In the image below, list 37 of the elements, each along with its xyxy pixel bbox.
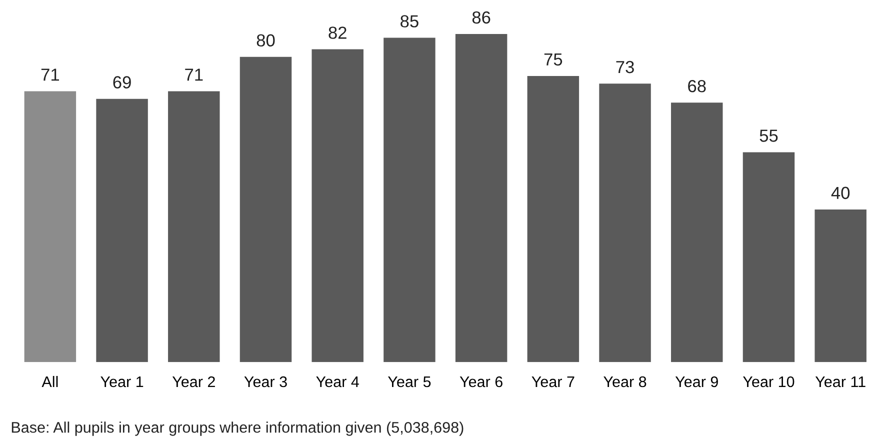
text: Base: All pupils in year groups where information given (5,038,698) [12,422,464,436]
data-label: 69 [113,76,131,88]
x-tick-label: Year 7 [532,376,574,388]
data-label: 82 [328,26,346,39]
data-label: 86 [472,11,490,24]
x-tick-label: All [42,376,58,388]
x-tick-label: Year 1 [100,376,144,388]
bar [455,34,508,362]
x-tick-label: Year 9 [675,376,718,388]
data-label: 71 [185,68,203,81]
bar [599,84,651,362]
bar [814,209,866,362]
x-tick-label: Year 5 [388,376,431,388]
bar [24,91,76,362]
data-label: 68 [688,80,706,92]
x-tick-label: Year 8 [604,376,646,388]
data-label: 85 [400,15,418,28]
x-tick-label: Year 2 [172,376,215,388]
data-label: 71 [41,68,59,81]
x-tick-label: Year 3 [244,376,287,388]
x-tick-label: Year 4 [316,376,359,388]
bar [312,49,364,362]
bar [96,98,148,362]
x-tick-label: Year 11 [815,376,866,388]
x-tick-label: Year 10 [743,376,794,388]
bar [671,102,723,362]
bar [384,38,436,362]
data-label: 80 [256,34,275,47]
bar [527,76,580,362]
data-label: 40 [831,186,850,200]
bar [742,152,795,362]
bar [240,56,292,362]
bar [168,91,220,362]
data-label: 73 [616,60,634,74]
data-label: 55 [760,130,778,142]
data-label: 75 [544,53,562,66]
x-tick-label: Year 6 [460,376,502,388]
